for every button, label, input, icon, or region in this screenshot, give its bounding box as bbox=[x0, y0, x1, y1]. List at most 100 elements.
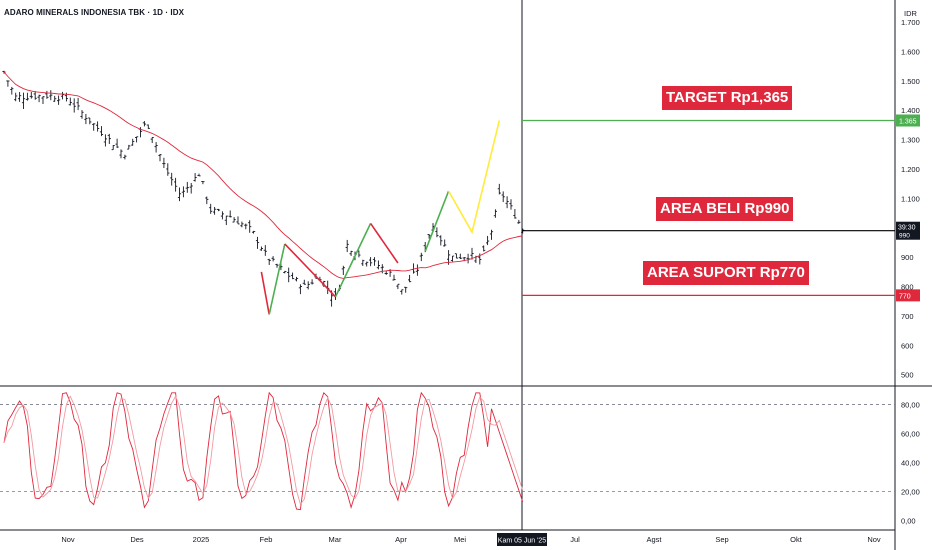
ohlc-bar[interactable] bbox=[275, 263, 279, 268]
ohlc-bar[interactable] bbox=[271, 256, 275, 262]
ohlc-bar[interactable] bbox=[443, 239, 447, 247]
ohlc-bar[interactable] bbox=[489, 229, 494, 240]
ohlc-bar[interactable] bbox=[310, 279, 314, 285]
ohlc-bar[interactable] bbox=[181, 186, 185, 198]
ohlc-bar[interactable] bbox=[57, 95, 61, 105]
ohlc-bar[interactable] bbox=[349, 250, 353, 256]
ohlc-bar[interactable] bbox=[189, 182, 193, 194]
ohlc-bar[interactable] bbox=[306, 281, 310, 290]
ohlc-bar[interactable] bbox=[72, 98, 76, 113]
ohlc-bar[interactable] bbox=[236, 216, 240, 225]
ohlc-bar[interactable] bbox=[482, 245, 486, 252]
ohlc-bar[interactable] bbox=[501, 191, 505, 203]
ohlc-bar[interactable] bbox=[497, 183, 501, 195]
ohlc-bar[interactable] bbox=[267, 258, 271, 265]
ohlc-bar[interactable] bbox=[49, 90, 53, 101]
ohlc-bar[interactable] bbox=[505, 196, 509, 209]
ohlc-bar[interactable] bbox=[369, 257, 373, 267]
ohlc-bar[interactable] bbox=[76, 97, 80, 111]
ohlc-bar[interactable] bbox=[146, 124, 150, 129]
ohlc-bar[interactable] bbox=[88, 117, 92, 125]
ohlc-bar[interactable] bbox=[174, 177, 178, 192]
ohlc-bar[interactable] bbox=[29, 92, 33, 99]
ohlc-bar[interactable] bbox=[209, 203, 213, 214]
ohlc-bar[interactable] bbox=[458, 253, 462, 259]
ohlc-bar[interactable] bbox=[6, 80, 10, 87]
ohlc-bar[interactable] bbox=[259, 246, 263, 251]
ohlc-bar[interactable] bbox=[415, 264, 419, 276]
ohlc-bar[interactable] bbox=[14, 92, 18, 102]
ohlc-bar[interactable] bbox=[96, 121, 100, 132]
ohlc-bar[interactable] bbox=[450, 255, 455, 262]
ohlc-bar[interactable] bbox=[396, 283, 400, 290]
ohlc-bar[interactable] bbox=[419, 252, 423, 262]
ohlc-bar[interactable] bbox=[392, 274, 396, 281]
ohlc-bar[interactable] bbox=[294, 276, 299, 282]
ohlc-bar[interactable] bbox=[298, 284, 302, 295]
ohlc-bar[interactable] bbox=[177, 187, 182, 202]
ohlc-bar[interactable] bbox=[232, 217, 236, 223]
ohlc-bar[interactable] bbox=[454, 253, 458, 259]
ohlc-bar[interactable] bbox=[435, 227, 439, 238]
ohlc-bar[interactable] bbox=[84, 113, 88, 125]
ohlc-bar[interactable] bbox=[486, 235, 490, 246]
ohlc-bar[interactable] bbox=[127, 144, 131, 150]
ohlc-bar[interactable] bbox=[341, 265, 345, 276]
ohlc-bar[interactable] bbox=[37, 94, 41, 103]
ohlc-bar[interactable] bbox=[302, 279, 306, 285]
ohlc-bar[interactable] bbox=[115, 138, 119, 148]
ohlc-bar[interactable] bbox=[197, 173, 201, 177]
ohlc-bar[interactable] bbox=[21, 92, 26, 109]
ohlc-bar[interactable] bbox=[213, 206, 217, 215]
ohlc-bar[interactable] bbox=[380, 264, 384, 274]
ohlc-bar[interactable] bbox=[185, 181, 189, 193]
ohlc-bar[interactable] bbox=[205, 196, 209, 205]
ohlc-bar[interactable] bbox=[111, 145, 115, 151]
ohlc-bar[interactable] bbox=[365, 261, 369, 267]
ohlc-bar[interactable] bbox=[33, 91, 37, 100]
ohlc-bar[interactable] bbox=[166, 163, 170, 176]
ohlc-bar[interactable] bbox=[170, 172, 174, 186]
ohlc-bar[interactable] bbox=[216, 208, 221, 212]
ohlc-bar[interactable] bbox=[372, 257, 377, 266]
ohlc-bar[interactable] bbox=[92, 123, 96, 131]
ohlc-bar[interactable] bbox=[376, 260, 380, 270]
ohlc-bar[interactable] bbox=[361, 259, 365, 266]
ohlc-bar[interactable] bbox=[493, 209, 497, 218]
ohlc-bar[interactable] bbox=[220, 211, 224, 220]
ohlc-bar[interactable] bbox=[252, 230, 256, 234]
ohlc-bar[interactable] bbox=[119, 149, 123, 159]
ohlc-bar[interactable] bbox=[513, 209, 517, 219]
ohlc-bar[interactable] bbox=[244, 223, 248, 230]
ohlc-bar[interactable] bbox=[80, 110, 84, 119]
ohlc-bar[interactable] bbox=[287, 267, 291, 283]
ohlc-bar[interactable] bbox=[470, 247, 474, 260]
ohlc-bar[interactable] bbox=[142, 121, 146, 127]
ohlc-bar[interactable] bbox=[466, 253, 470, 264]
ohlc-bar[interactable] bbox=[60, 91, 65, 100]
ohlc-bar[interactable] bbox=[193, 173, 197, 182]
ohlc-bar[interactable] bbox=[135, 136, 139, 143]
ohlc-bar[interactable] bbox=[103, 134, 107, 147]
ohlc-bar[interactable] bbox=[158, 153, 162, 162]
ohlc-bar[interactable] bbox=[517, 219, 521, 224]
ohlc-bar[interactable] bbox=[400, 289, 404, 295]
ohlc-bar[interactable] bbox=[509, 199, 513, 210]
ohlc-bar[interactable] bbox=[408, 274, 412, 283]
ohlc-bar[interactable] bbox=[10, 86, 14, 95]
ohlc-bar[interactable] bbox=[224, 215, 228, 226]
ohlc-bar[interactable] bbox=[99, 126, 104, 137]
ohlc-bar[interactable] bbox=[18, 92, 22, 102]
ohlc-bar[interactable] bbox=[162, 157, 166, 169]
ohlc-bar[interactable] bbox=[263, 245, 267, 256]
ohlc-bar[interactable] bbox=[123, 154, 127, 160]
ohlc-bar[interactable] bbox=[240, 221, 244, 228]
ohlc-bar[interactable] bbox=[439, 235, 443, 246]
ohlc-bar[interactable] bbox=[45, 90, 49, 99]
ohlc-bar[interactable] bbox=[154, 142, 158, 153]
ohlc-bar[interactable] bbox=[384, 270, 388, 275]
ohlc-bar[interactable] bbox=[41, 96, 45, 105]
ohlc-bar[interactable] bbox=[228, 210, 232, 218]
ohlc-bar[interactable] bbox=[248, 220, 252, 233]
